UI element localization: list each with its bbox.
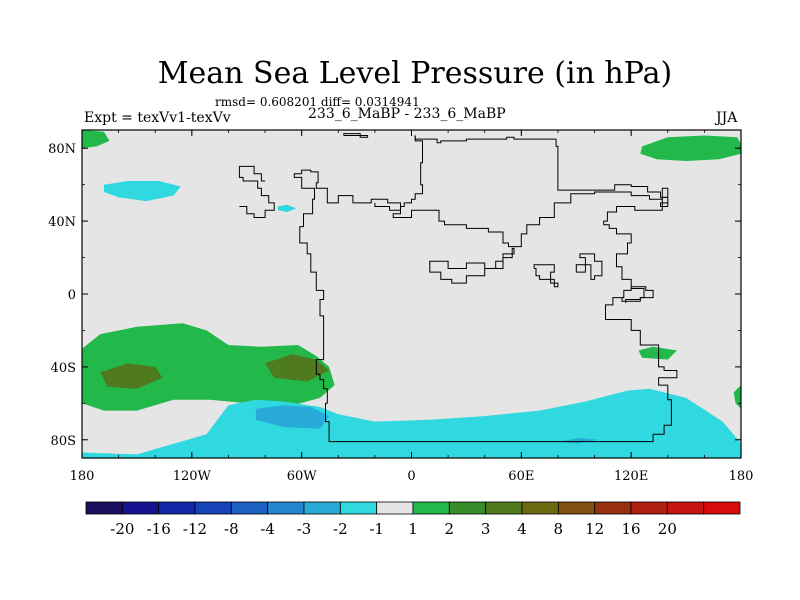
colorbar-label: -20	[110, 520, 134, 538]
land-outline-8	[575, 253, 603, 280]
colorbar-label: 8	[554, 520, 564, 538]
chart-title: Mean Sea Level Pressure (in hPa)	[157, 56, 673, 91]
colorbar-swatch	[448, 501, 487, 515]
colorbar-swatch	[303, 501, 341, 515]
colorbar-swatch	[485, 501, 523, 515]
land-outline-0	[293, 169, 678, 443]
map-plot-area	[82, 130, 741, 458]
colorbar-label: 1	[408, 520, 418, 538]
colorbar-label: 2	[445, 520, 455, 538]
colorbar-label: 12	[585, 520, 604, 538]
colorbar-label: -1	[369, 520, 384, 538]
land-outline-10	[621, 288, 645, 302]
colorbar-swatch	[194, 501, 232, 515]
land-outline-4	[238, 170, 275, 218]
colorbar-label: 4	[517, 520, 527, 538]
x-tick-label: 180	[70, 469, 95, 484]
colorbar-label: -3	[297, 520, 312, 538]
colorbar-swatch	[703, 501, 741, 515]
land-outline-2	[374, 135, 423, 211]
region-cyan-small-north	[277, 204, 297, 212]
x-tick-label: 120W	[173, 469, 212, 484]
land-outline-9	[625, 286, 654, 304]
land-outline-1	[414, 135, 669, 207]
x-tick-label: 60W	[287, 469, 318, 484]
y-tick-label: 40S	[51, 361, 76, 376]
region-green-northwest-strip	[82, 130, 110, 149]
y-tick-label: 80S	[51, 434, 76, 449]
colorbar-swatch	[85, 501, 123, 515]
map-axes: 180 120W 60W 0 60E 120E 180 80N 40N 0 40S 80S	[48, 129, 754, 484]
colorbar-swatch	[557, 501, 596, 515]
colorbar-swatch	[376, 501, 414, 515]
region-darkgreen-southwest	[100, 363, 163, 389]
colorbar-label: -8	[224, 520, 239, 538]
colorbar-swatch	[666, 501, 705, 515]
x-tick-label: 180	[729, 469, 754, 484]
colorbar-swatch	[121, 501, 160, 515]
colorbar-label: 20	[658, 520, 677, 538]
y-tick-label: 0	[68, 288, 76, 303]
land-outline-3	[343, 133, 369, 138]
colorbar-swatch	[158, 501, 196, 515]
region-green-east-south	[638, 346, 677, 360]
run-label: 233_6_MaBP - 233_6_MaBP	[308, 106, 506, 122]
colorbar-swatch	[412, 501, 450, 515]
colorbar-swatch	[521, 501, 559, 515]
colorbar-label: 3	[481, 520, 491, 538]
colorbar-swatch	[267, 501, 305, 515]
land-outline-6	[429, 247, 515, 284]
colorbar-label: -12	[183, 520, 207, 538]
y-tick-label: 80N	[48, 142, 76, 157]
colorbar-label: -16	[147, 520, 171, 538]
colorbar-label: -4	[260, 520, 275, 538]
colorbar-label: 16	[621, 520, 640, 538]
y-tick-label: 40N	[48, 215, 76, 230]
colorbar-swatch	[339, 501, 378, 515]
x-tick-label: 0	[407, 469, 415, 484]
colorbar-swatch	[594, 501, 632, 515]
stats-label: rmsd= 0.608201 diff= 0.0314941	[215, 95, 420, 109]
season-label: JJA	[716, 110, 738, 126]
region-darkgreen-south-center	[265, 354, 330, 382]
colorbar: -20 -16 -12 -8 -4 -3 -2 -1 1 2 3 4 8 12 16 20	[85, 501, 741, 538]
colorbar-label: -2	[333, 520, 348, 538]
colorbar-swatch	[230, 501, 269, 515]
land-outline-5	[238, 165, 266, 182]
experiment-label: Expt = texVv1-texVv	[84, 110, 231, 126]
land-outline-7	[533, 264, 559, 288]
region-green-east-edge	[733, 385, 741, 409]
map-clip-group	[82, 130, 741, 458]
colorbar-swatch	[630, 501, 668, 515]
region-green-northeast-blob	[640, 135, 741, 161]
x-tick-label: 60E	[508, 469, 534, 484]
region-blue-antarctic-core	[255, 405, 330, 429]
region-green-south-pacific	[82, 323, 335, 411]
x-tick-label: 120E	[614, 469, 648, 484]
region-cyan-north-atlantic	[104, 181, 181, 202]
